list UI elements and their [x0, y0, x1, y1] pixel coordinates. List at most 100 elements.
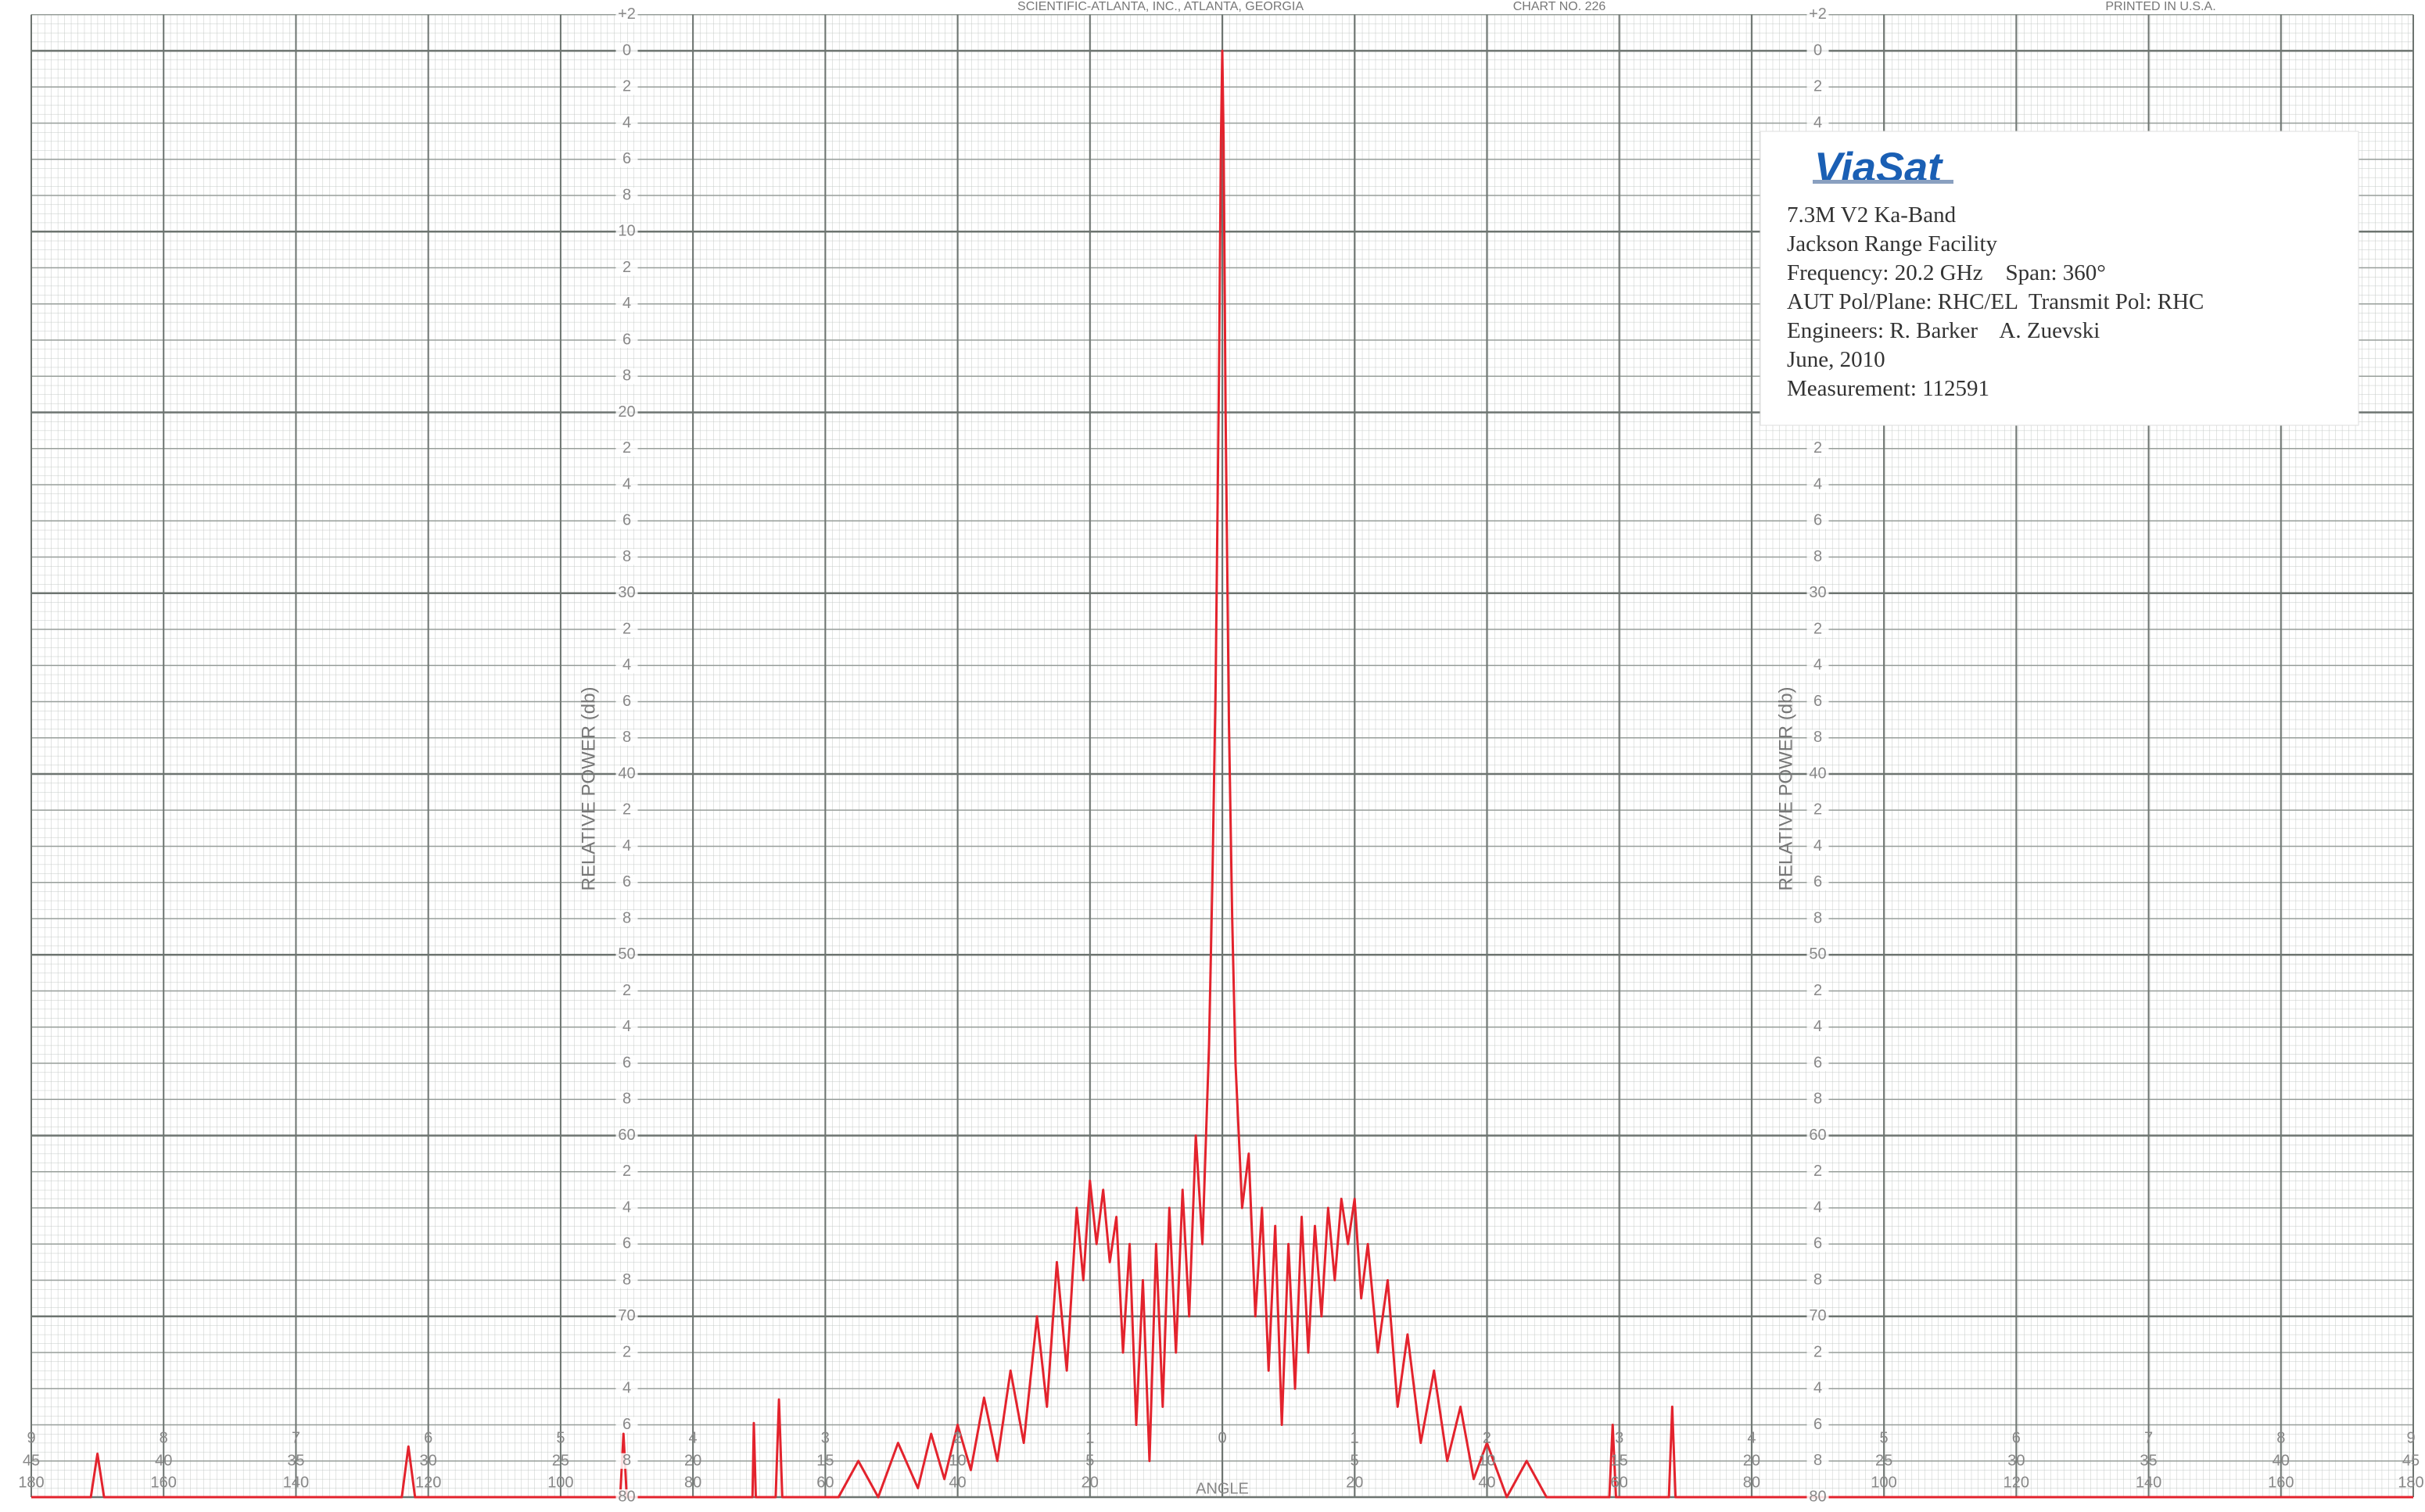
y-tick-label: 80 [1809, 1488, 1826, 1505]
x-tick-label: 4 [1747, 1429, 1756, 1446]
tick-label-bg [615, 802, 638, 819]
y-tick-label: 8 [622, 367, 631, 385]
x-scale-label: 20 [684, 1452, 701, 1469]
tick-label-bg [615, 440, 638, 457]
y-axis-label: RELATIVE POWER (db) [1775, 687, 1796, 891]
tick-label-bg [1806, 1345, 1829, 1360]
tick-label-bg [615, 6, 638, 23]
y-tick-label: 6 [622, 693, 631, 710]
y-tick-label: 8 [622, 1091, 631, 1108]
y-tick-label: 4 [1813, 837, 1822, 855]
y-tick-label: 4 [1813, 1198, 1822, 1216]
tick-label-bg [1806, 729, 1829, 746]
tick-label-bg [615, 1019, 638, 1035]
x-scale-label: 5 [1085, 1452, 1094, 1469]
tick-label-bg [615, 332, 638, 348]
tick-label-bg [1806, 1236, 1829, 1252]
tick-label-bg [615, 1091, 638, 1108]
tick-label-bg [1806, 43, 1829, 59]
tick-label-bg [1806, 1453, 1829, 1469]
pattern-trace [31, 49, 2413, 1499]
logo-underline [1813, 180, 1953, 184]
y-tick-label: 8 [622, 186, 631, 203]
y-tick-label: 4 [622, 475, 631, 493]
x-scale-label: 15 [1611, 1452, 1628, 1469]
x-tick-label: 9 [27, 1429, 35, 1446]
y-tick-label: 6 [1813, 693, 1822, 710]
tick-label-bg [1806, 693, 1829, 710]
tick-label-bg [615, 115, 638, 131]
x-scale-label: 20 [1082, 1474, 1099, 1491]
tick-label-bg [1806, 874, 1829, 890]
tick-label-bg [615, 368, 638, 385]
tick-label-bg [615, 1055, 638, 1071]
x-scale-label: 25 [552, 1452, 569, 1469]
tick-label-bg [615, 729, 638, 746]
x-tick-label: 4 [689, 1429, 698, 1446]
info-line: June, 2010 [1787, 347, 1885, 372]
x-scale-label: 120 [415, 1474, 441, 1491]
tick-label-bg [615, 43, 638, 59]
x-scale-label: 140 [2136, 1474, 2161, 1491]
tick-label-bg [615, 1489, 638, 1505]
tick-label-bg [1806, 1381, 1829, 1397]
y-tick-label: 2 [622, 78, 631, 95]
tick-label-bg [615, 1417, 638, 1433]
info-line: Measurement: 112591 [1787, 376, 1989, 401]
y-tick-label: 2 [1813, 982, 1822, 999]
x-scale-label: 40 [949, 1474, 966, 1491]
x-tick-label: 5 [1880, 1429, 1889, 1446]
y-tick-label: 8 [1813, 548, 1822, 565]
tick-label-bg [1806, 1308, 1829, 1324]
x-scale-label: 30 [420, 1452, 437, 1469]
y-tick-label: 0 [1813, 41, 1822, 59]
y-tick-label: 6 [622, 331, 631, 348]
tick-label-bg [1806, 1091, 1829, 1108]
y-tick-label: 30 [618, 584, 635, 601]
tick-label-bg [1806, 477, 1829, 493]
tick-label-bg [1806, 513, 1829, 529]
x-scale-label: 15 [816, 1452, 834, 1469]
logo: ViaSat [1814, 144, 1943, 191]
x-scale-label: 160 [2268, 1474, 2294, 1491]
tick-label-bg [615, 477, 638, 493]
x-scale-label: 30 [2007, 1452, 2025, 1469]
tick-label-bg [1806, 766, 1829, 782]
x-tick-label: 6 [2012, 1429, 2021, 1446]
header-text: PRINTED IN U.S.A. [2105, 0, 2215, 13]
x-scale-label: 160 [151, 1474, 177, 1491]
x-tick-label: 8 [160, 1429, 168, 1446]
x-scale-label: 20 [1346, 1474, 1363, 1491]
y-tick-label: 2 [1813, 1343, 1822, 1360]
x-scale-label: 40 [1478, 1474, 1495, 1491]
x-scale-label: 45 [23, 1452, 40, 1469]
y-tick-label: 2 [622, 801, 631, 819]
tick-label-bg [615, 622, 638, 637]
x-scale-label: 60 [816, 1474, 834, 1491]
tick-label-bg [615, 874, 638, 890]
y-tick-label: 2 [1813, 439, 1822, 457]
x-scale-label: 5 [1351, 1452, 1359, 1469]
x-scale-label: 140 [283, 1474, 309, 1491]
header-text: CHART NO. 226 [1513, 0, 1606, 13]
y-tick-label: 2 [1813, 78, 1822, 95]
y-tick-label: 4 [622, 1198, 631, 1216]
x-scale-label: 60 [1611, 1474, 1628, 1491]
y-tick-label: 4 [1813, 1018, 1822, 1035]
tick-label-bg [1806, 657, 1829, 674]
tick-label-bg [1806, 1055, 1829, 1071]
tick-label-bg [615, 549, 638, 565]
tick-label-bg [615, 1381, 638, 1397]
y-tick-label: 10 [618, 223, 635, 240]
x-scale-label: 100 [1871, 1474, 1896, 1491]
y-tick-label: 2 [622, 982, 631, 999]
x-tick-label: 2 [953, 1429, 962, 1446]
y-tick-label: 4 [622, 1018, 631, 1035]
y-axis-label: RELATIVE POWER (db) [578, 687, 599, 891]
y-tick-label: 2 [1813, 620, 1822, 637]
y-tick-label: 8 [622, 1271, 631, 1288]
tick-label-bg [1806, 1200, 1829, 1216]
y-tick-label: 2 [622, 1343, 631, 1360]
y-tick-label: 8 [622, 909, 631, 926]
